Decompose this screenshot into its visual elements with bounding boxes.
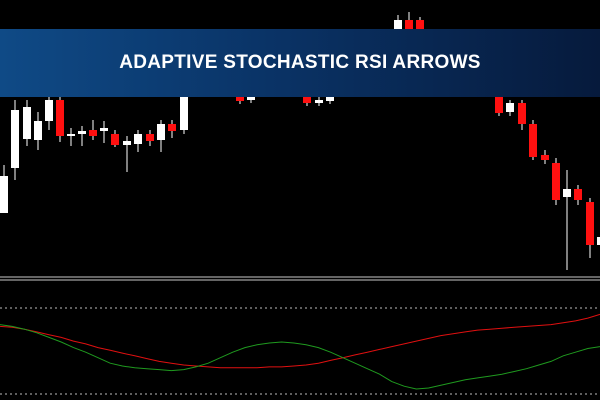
- candle-body: [23, 107, 31, 139]
- slow-signal-line: [0, 313, 600, 369]
- candle-body: [247, 97, 255, 100]
- candle-body: [67, 134, 75, 136]
- candle-body: [597, 237, 600, 245]
- candle-body: [529, 124, 537, 157]
- candle-body: [405, 20, 413, 30]
- candle-body: [180, 96, 188, 130]
- candle-body: [326, 97, 334, 101]
- candle-body: [146, 134, 154, 141]
- candle-body: [157, 124, 165, 140]
- candle-body: [394, 20, 402, 30]
- candle-body: [315, 100, 323, 103]
- candle-body: [78, 131, 86, 134]
- candle-body: [134, 134, 142, 144]
- fast-signal-line: [0, 324, 600, 390]
- candle-body: [34, 121, 42, 140]
- candle-body: [11, 110, 19, 168]
- banner-title: ADAPTIVE STOCHASTIC RSI ARROWS: [119, 52, 481, 73]
- candle-body: [111, 134, 119, 145]
- candle-body: [495, 97, 503, 113]
- candle-body: [552, 163, 560, 200]
- candle-body: [303, 97, 311, 103]
- candle-body: [416, 20, 424, 30]
- candle-body: [541, 155, 549, 160]
- candle-body: [236, 97, 244, 101]
- candle-body: [45, 100, 53, 121]
- candle-body: [89, 130, 97, 136]
- candle-body: [506, 103, 514, 112]
- title-banner: ADAPTIVE STOCHASTIC RSI ARROWS: [0, 29, 600, 97]
- candle-body: [574, 189, 582, 200]
- candle-body: [123, 141, 131, 145]
- candle-body: [586, 202, 594, 245]
- candle-body: [56, 100, 64, 136]
- candle-body: [563, 189, 571, 197]
- candle-body: [100, 128, 108, 131]
- candle-body: [168, 124, 176, 131]
- candle-body: [518, 103, 526, 124]
- candle-body: [0, 176, 8, 213]
